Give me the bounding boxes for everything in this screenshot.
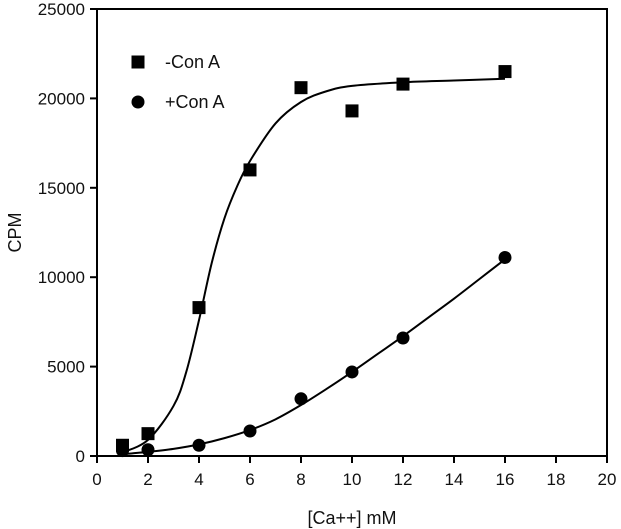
circle-data-point (192, 438, 206, 452)
square-data-point (141, 427, 155, 441)
circle-data-point (243, 424, 257, 438)
x-tick-label: 8 (296, 470, 305, 489)
y-tick-label: 0 (76, 447, 85, 466)
x-tick-label: 14 (445, 470, 464, 489)
x-tick-label: 12 (394, 470, 413, 489)
square-data-point (243, 163, 257, 177)
data-points (116, 65, 512, 458)
circle-data-point (141, 443, 155, 457)
x-tick-label: 20 (598, 470, 617, 489)
x-tick-label: 2 (143, 470, 152, 489)
square-data-point (192, 301, 206, 315)
fit-curves (122, 77, 506, 456)
x-tick-label: 18 (547, 470, 566, 489)
legend-circle-marker (131, 95, 145, 109)
legend: -Con A +Con A (131, 52, 225, 112)
legend-label: -Con A (165, 52, 220, 72)
plot-frame (96, 8, 608, 457)
x-tick-label: 10 (343, 470, 362, 489)
x-axis-ticks: 0 2 4 6 8 10 12 14 16 18 20 (92, 456, 616, 489)
y-tick-label: 10000 (38, 268, 85, 287)
square-data-point (294, 81, 308, 95)
square-data-point (345, 104, 359, 118)
x-axis-label: [Ca++] mM (307, 508, 396, 528)
y-axis-ticks: 0 5000 10000 15000 20000 25000 (38, 0, 97, 466)
fit-curve-line (122, 258, 506, 456)
y-tick-label: 20000 (38, 89, 85, 108)
fit-curve-line (122, 77, 506, 454)
circle-data-point (498, 251, 512, 265)
circle-data-point (116, 444, 129, 458)
legend-square-marker (131, 55, 145, 69)
x-tick-label: 0 (92, 470, 101, 489)
legend-label: +Con A (165, 92, 225, 112)
y-tick-label: 25000 (38, 0, 85, 19)
x-tick-label: 16 (496, 470, 515, 489)
square-data-point (498, 65, 512, 79)
y-tick-label: 5000 (47, 358, 85, 377)
y-axis-label: CPM (5, 213, 25, 253)
x-tick-label: 4 (194, 470, 203, 489)
square-data-point (396, 77, 410, 91)
circle-data-point (345, 365, 359, 379)
y-tick-label: 15000 (38, 179, 85, 198)
x-tick-label: 6 (245, 470, 254, 489)
circle-data-point (396, 331, 410, 345)
circle-data-point (294, 392, 308, 406)
